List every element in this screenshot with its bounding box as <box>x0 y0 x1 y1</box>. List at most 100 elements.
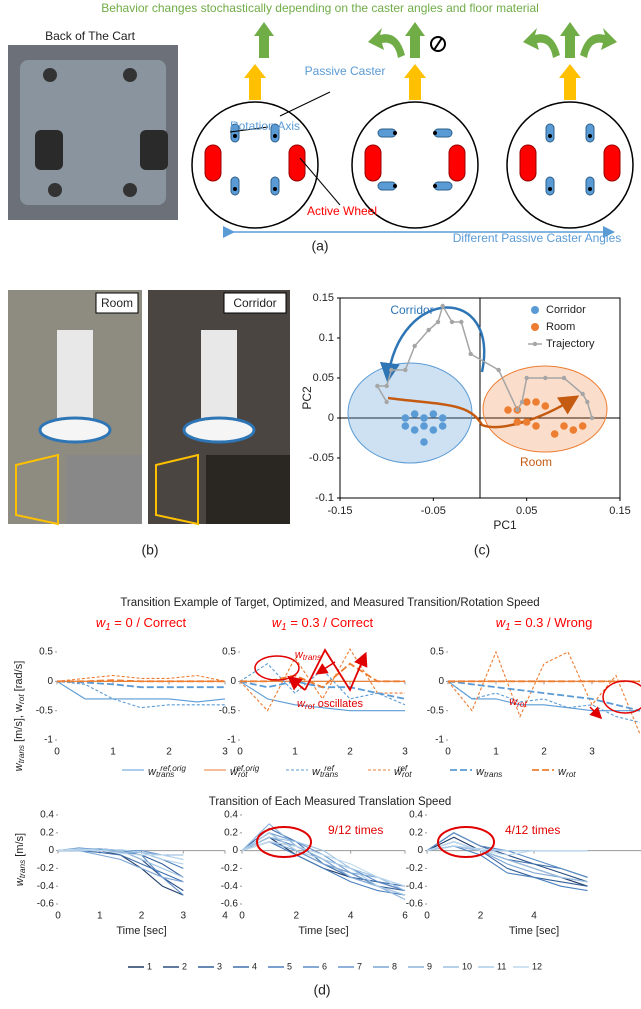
point <box>543 376 547 380</box>
y-tick-label: 0.2 <box>40 827 54 838</box>
passive-caster <box>586 124 594 142</box>
green-turn <box>580 28 617 58</box>
point <box>570 426 578 434</box>
photo-wheel <box>140 130 168 170</box>
point <box>439 414 447 422</box>
passive-caster <box>546 177 554 195</box>
panel-a-title: Behavior changes stochastically dependin… <box>101 1 539 15</box>
rotation-axis <box>393 184 397 188</box>
y-tick-label: 0.1 <box>319 332 334 344</box>
highlight-arrow <box>290 678 305 690</box>
series-line <box>427 842 588 855</box>
legend-label: wtransref <box>312 764 338 779</box>
y-tick-label: 0 <box>48 845 54 856</box>
point <box>420 422 428 430</box>
y-tick-label: -0.6 <box>37 899 55 910</box>
x-tick-label: 1 <box>292 747 298 758</box>
point <box>384 400 388 404</box>
x-tick-label: 2 <box>347 747 353 758</box>
legend-label: 2 <box>182 961 187 971</box>
point <box>426 328 430 332</box>
y-tick-label: -0.4 <box>406 881 424 892</box>
rotation-axis <box>548 134 552 138</box>
photo-caption: Back of The Cart <box>45 29 135 43</box>
photo-label: Corridor <box>233 296 276 310</box>
robot-base <box>40 418 110 442</box>
yellow-arrow <box>244 64 266 100</box>
y-tick-label: 0.05 <box>313 372 334 384</box>
panel-tag: (a) <box>311 238 328 254</box>
point <box>579 422 587 430</box>
x-tick-label: 0 <box>54 747 60 758</box>
passive-caster <box>271 177 279 195</box>
y-tick-label: 0 <box>232 845 238 856</box>
point <box>375 384 379 388</box>
x-tick-label: 0 <box>445 747 451 758</box>
point <box>496 368 500 372</box>
series-line <box>427 833 588 882</box>
photo-caster <box>123 68 137 82</box>
y-tick-label: -0.1 <box>315 492 334 504</box>
y-tick-label: -0.2 <box>37 863 55 874</box>
x-tick-label: 4 <box>531 911 537 922</box>
series-line <box>427 837 588 886</box>
active-wheel <box>520 145 536 181</box>
text-part: [rad/s] <box>13 661 25 695</box>
rotation-axis <box>233 187 237 191</box>
label-rotation-axis: Rotation Axis <box>230 119 300 133</box>
y-tick-label: 0 <box>417 845 423 856</box>
rotation-axis <box>233 134 237 138</box>
point <box>412 344 416 348</box>
point <box>515 408 519 412</box>
photo-caster <box>48 183 62 197</box>
series-line <box>448 681 640 722</box>
x-tick-label: 2 <box>541 747 547 758</box>
label-active-wheel: Active Wheel <box>307 204 377 218</box>
legend-marker <box>531 323 539 331</box>
x-tick-label: 4 <box>222 911 228 922</box>
photo-wheel <box>35 130 63 170</box>
y-tick-label: -0.05 <box>309 452 334 464</box>
legend-label: wrotref <box>394 764 412 779</box>
y-tick-label: -0.5 <box>36 705 54 716</box>
x-tick-label: 2 <box>478 911 484 922</box>
point <box>560 422 568 430</box>
x-axis-label: PC1 <box>493 518 517 532</box>
x-tick-label: 2 <box>139 911 145 922</box>
panel-tag: (b) <box>141 542 158 558</box>
annotation: wrot <box>509 696 527 709</box>
floor-inset <box>206 455 290 524</box>
rotation-axis <box>548 187 552 191</box>
x-tick-label: 0.15 <box>609 505 630 517</box>
x-tick-label: 3 <box>402 747 408 758</box>
y-tick-label: 0.4 <box>224 810 238 821</box>
y-tick-label: 0 <box>328 412 334 424</box>
series-line <box>240 664 405 688</box>
x-tick-label: 1 <box>97 911 103 922</box>
active-wheel <box>449 145 465 181</box>
y-axis-label: PC2 <box>300 386 314 410</box>
text-part: rot <box>566 770 576 779</box>
panel-tag: (c) <box>474 542 490 558</box>
panel-tag: (d) <box>313 982 330 998</box>
annotation: wrot oscillates <box>297 698 363 711</box>
legend-label: Trajectory <box>546 338 595 350</box>
active-wheel <box>365 145 381 181</box>
text-part: ref <box>398 764 408 773</box>
text-part: oscillates <box>315 698 364 710</box>
legend-label: wtrans <box>476 766 502 779</box>
point <box>411 426 419 434</box>
series-line <box>240 681 405 699</box>
photo-caster <box>43 68 57 82</box>
photo-label: Room <box>101 296 133 310</box>
point <box>551 430 559 438</box>
x-axis-label: Time [sec] <box>509 925 559 937</box>
point <box>532 398 540 406</box>
photo-caster <box>123 183 137 197</box>
page: Behavior changes stochastically dependin… <box>0 0 641 1009</box>
passive-caster <box>586 177 594 195</box>
x-tick-label: 3 <box>589 747 595 758</box>
point <box>585 400 589 404</box>
y-tick-label: 0.2 <box>409 827 423 838</box>
text-part: = 0 / Correct <box>111 615 187 630</box>
